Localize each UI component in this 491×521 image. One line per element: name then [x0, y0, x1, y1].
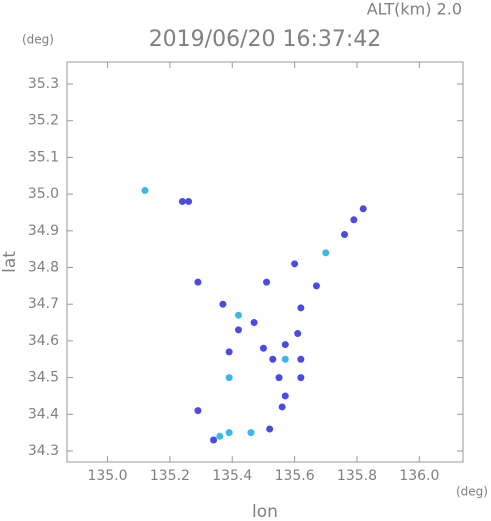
plot-frame	[66, 61, 464, 463]
echo-point	[225, 374, 233, 382]
echo-point	[234, 311, 242, 319]
echo-point	[322, 249, 330, 257]
chart-subtitle: ALT(km) 2.0	[367, 0, 462, 19]
echo-point	[194, 407, 202, 415]
echo-point	[312, 282, 320, 290]
echo-point	[216, 432, 224, 440]
echo-point	[281, 355, 289, 363]
y-tick-label: 34.4	[28, 406, 59, 422]
echo-point	[219, 300, 227, 308]
y-tick-label: 35.1	[28, 149, 59, 165]
y-tick-label: 35.2	[28, 113, 59, 129]
echo-point	[341, 230, 349, 238]
echo-point	[194, 278, 202, 286]
y-axis-label: lat	[0, 251, 20, 273]
echo-point	[185, 197, 193, 205]
echo-point	[234, 326, 242, 334]
echo-point	[278, 403, 286, 411]
y-tick-label: 34.8	[28, 260, 59, 276]
echo-point	[247, 429, 255, 437]
echo-point	[250, 319, 258, 327]
echo-point	[297, 374, 305, 382]
y-tick-label: 34.6	[28, 333, 59, 349]
echo-point	[259, 344, 267, 352]
echo-point	[291, 260, 299, 268]
y-tick-label: 35.0	[28, 186, 59, 202]
y-tick-label: 34.3	[28, 443, 59, 459]
echo-point	[263, 278, 271, 286]
x-tick-label: 135.6	[275, 468, 315, 484]
x-tick-label: 135.4	[212, 468, 252, 484]
echo-point	[294, 330, 302, 338]
x-axis-label: lon	[252, 502, 278, 521]
echo-point	[281, 392, 289, 400]
echo-point	[178, 197, 186, 205]
echo-point	[210, 436, 218, 444]
echo-point	[269, 355, 277, 363]
x-tick-label: 135.0	[87, 468, 127, 484]
echo-point	[281, 341, 289, 349]
y-tick-label: 34.7	[28, 296, 59, 312]
y-unit: (deg)	[22, 33, 54, 47]
y-tick-label: 34.5	[28, 370, 59, 386]
echo-point	[275, 374, 283, 382]
x-tick-label: 135.2	[150, 468, 190, 484]
echo-point	[297, 304, 305, 312]
echo-point	[225, 348, 233, 356]
echo-point	[297, 355, 305, 363]
echo-point	[266, 425, 274, 433]
echo-point	[141, 186, 149, 194]
chart-title: 2019/06/20 16:37:42	[149, 27, 382, 52]
x-tick-label: 135.8	[337, 468, 377, 484]
y-tick-label: 35.3	[28, 76, 59, 92]
x-tick-label: 136.0	[399, 468, 439, 484]
x-unit: (deg)	[456, 485, 488, 499]
echo-point	[359, 205, 367, 213]
echo-point	[350, 216, 358, 224]
y-tick-label: 34.9	[28, 223, 59, 239]
echo-point	[225, 429, 233, 437]
